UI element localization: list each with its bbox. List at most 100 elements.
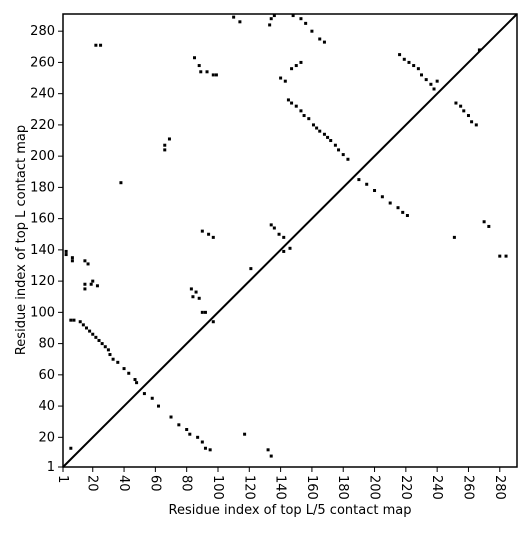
contact-point: [407, 60, 411, 64]
x-tick-label: 1: [55, 475, 70, 483]
y-tick-label: 100: [30, 305, 55, 320]
contact-point: [405, 214, 409, 218]
contact-point: [167, 137, 171, 141]
contact-point: [454, 101, 458, 105]
contact-point: [211, 320, 215, 324]
contact-point: [470, 120, 474, 124]
x-tick-label: 280: [492, 475, 507, 500]
y-tick-label: 280: [30, 24, 55, 39]
contact-point: [200, 310, 204, 314]
contact-point: [203, 310, 207, 314]
contact-point: [299, 109, 303, 113]
contact-point: [69, 318, 73, 322]
contact-point: [208, 448, 212, 452]
contact-point: [135, 381, 139, 385]
contact-point: [197, 296, 201, 300]
contact-point: [416, 67, 420, 71]
contact-point: [97, 338, 101, 342]
contact-point: [304, 21, 308, 25]
contact-point: [150, 396, 154, 400]
contact-point: [193, 56, 197, 60]
contact-point: [106, 348, 110, 352]
contact-point: [333, 143, 337, 147]
x-tick-label: 240: [429, 475, 444, 500]
contact-point: [142, 392, 146, 396]
contact-point: [91, 332, 95, 336]
contact-point: [396, 206, 400, 210]
contact-point: [163, 148, 167, 152]
contact-point: [279, 76, 283, 80]
plot-frame: [62, 13, 518, 468]
contact-point: [373, 189, 377, 193]
contact-point: [69, 446, 73, 450]
contact-point: [380, 195, 384, 199]
contact-point: [88, 329, 92, 333]
contact-point: [272, 14, 276, 18]
contact-point: [70, 259, 74, 263]
contact-point: [294, 64, 298, 68]
contact-point: [435, 79, 439, 83]
contact-point: [111, 357, 115, 361]
y-axis-label: Residue index of top L contact map: [14, 125, 29, 355]
contact-point: [277, 232, 281, 236]
contact-point: [116, 360, 120, 364]
contact-point: [163, 143, 167, 147]
x-axis-label: Residue index of top L/5 contact map: [169, 503, 412, 518]
contact-point: [64, 249, 68, 253]
contact-point: [286, 98, 290, 102]
contact-point: [122, 367, 126, 371]
contact-point: [341, 153, 345, 157]
contact-point: [424, 78, 428, 82]
contact-point: [420, 73, 424, 77]
contact-point: [108, 353, 112, 357]
contact-point: [318, 37, 322, 41]
y-tick-label: 80: [38, 337, 55, 352]
y-tick-label: 200: [30, 149, 55, 164]
x-tick-label: 80: [179, 475, 194, 492]
contact-point: [232, 15, 236, 19]
contact-point: [83, 259, 87, 263]
contact-point: [299, 60, 303, 64]
contact-point: [288, 246, 292, 250]
contact-point: [269, 17, 273, 21]
y-tick-label: 260: [30, 55, 55, 70]
contact-point: [266, 448, 270, 452]
x-tick-label: 180: [335, 475, 350, 500]
contact-point: [504, 254, 508, 258]
contact-point: [498, 254, 502, 258]
contact-point: [318, 129, 322, 133]
contact-point: [412, 64, 416, 68]
contact-point: [83, 282, 87, 286]
contact-point: [194, 290, 198, 294]
contact-point: [432, 87, 436, 91]
x-tick-label: 220: [398, 475, 413, 500]
contact-point: [315, 126, 319, 130]
contact-point: [459, 104, 463, 108]
contact-point: [272, 226, 276, 230]
y-tick-label: 60: [38, 368, 55, 383]
contact-point: [290, 67, 294, 71]
contact-point: [290, 101, 294, 105]
x-tick-label: 60: [147, 475, 162, 492]
contact-point: [452, 235, 456, 239]
y-tick-label: 240: [30, 87, 55, 102]
contact-point: [329, 139, 333, 143]
contact-point: [311, 123, 315, 127]
contact-point: [302, 114, 306, 118]
contact-point: [78, 320, 82, 324]
x-tick-label: 160: [304, 475, 319, 500]
x-tick-label: 40: [116, 475, 131, 492]
y-tick-label: 180: [30, 180, 55, 195]
contact-point: [282, 235, 286, 239]
x-tick-label: 260: [460, 475, 475, 500]
contact-point: [205, 70, 209, 74]
contact-point: [83, 287, 87, 291]
x-tick-label: 20: [85, 475, 100, 492]
contact-point: [307, 117, 311, 121]
contact-point: [294, 104, 298, 108]
contact-point: [466, 114, 470, 118]
contact-point: [269, 223, 273, 227]
contact-point: [398, 53, 402, 57]
contact-point: [177, 423, 181, 427]
